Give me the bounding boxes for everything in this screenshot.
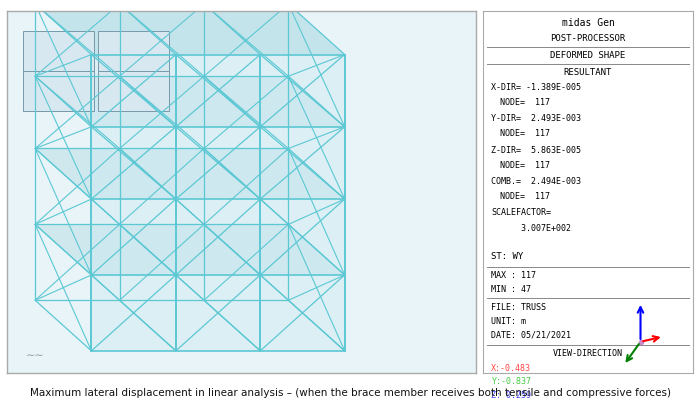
Text: ∼∼: ∼∼ — [26, 350, 45, 360]
Polygon shape — [260, 128, 344, 200]
FancyBboxPatch shape — [23, 72, 94, 111]
FancyBboxPatch shape — [99, 72, 169, 111]
Text: MIN : 47: MIN : 47 — [491, 284, 531, 293]
Polygon shape — [35, 5, 344, 55]
Text: X-DIR= -1.389E-005: X-DIR= -1.389E-005 — [491, 83, 582, 92]
Text: SCALEFACTOR=: SCALEFACTOR= — [491, 208, 552, 217]
Text: NODE=  117: NODE= 117 — [500, 160, 550, 169]
Text: DATE: 05/21/2021: DATE: 05/21/2021 — [491, 330, 571, 339]
Polygon shape — [120, 5, 260, 55]
Polygon shape — [92, 275, 176, 351]
Polygon shape — [176, 55, 260, 128]
Text: Z-DIR=  5.863E-005: Z-DIR= 5.863E-005 — [491, 145, 582, 154]
Polygon shape — [176, 275, 260, 351]
Polygon shape — [35, 149, 344, 200]
Text: UNIT: m: UNIT: m — [491, 316, 526, 325]
Text: MAX : 117: MAX : 117 — [491, 271, 536, 279]
Text: COMB.=  2.494E-003: COMB.= 2.494E-003 — [491, 177, 582, 185]
Text: NODE=  117: NODE= 117 — [500, 129, 550, 138]
Text: RESULTANT: RESULTANT — [564, 68, 612, 77]
Text: ST: WY: ST: WY — [491, 252, 524, 261]
FancyBboxPatch shape — [23, 32, 94, 72]
Polygon shape — [35, 77, 344, 128]
Polygon shape — [35, 225, 344, 275]
Polygon shape — [204, 5, 344, 55]
Polygon shape — [260, 55, 344, 128]
Text: 3.007E+002: 3.007E+002 — [491, 223, 571, 232]
Polygon shape — [176, 128, 260, 200]
Text: FILE: TRUSS: FILE: TRUSS — [491, 302, 547, 311]
Polygon shape — [92, 200, 176, 275]
Polygon shape — [92, 128, 176, 200]
Text: midas Gen: midas Gen — [561, 17, 615, 28]
Polygon shape — [260, 275, 344, 351]
Polygon shape — [35, 5, 176, 55]
Text: NODE=  117: NODE= 117 — [500, 98, 550, 107]
Text: Y-DIR=  2.493E-003: Y-DIR= 2.493E-003 — [491, 114, 582, 123]
Text: DEFORMED SHAPE: DEFORMED SHAPE — [550, 51, 626, 60]
Polygon shape — [260, 200, 344, 275]
Text: X:-0.483: X:-0.483 — [491, 363, 531, 372]
Polygon shape — [92, 55, 176, 128]
Text: Maximum lateral displacement in linear analysis – (when the brace member receive: Maximum lateral displacement in linear a… — [29, 387, 671, 397]
Text: NODE=  117: NODE= 117 — [500, 192, 550, 200]
Polygon shape — [176, 200, 260, 275]
Text: Y:-0.837: Y:-0.837 — [491, 377, 531, 386]
Text: POST-PROCESSOR: POST-PROCESSOR — [550, 34, 626, 43]
Text: Z: 0.259: Z: 0.259 — [491, 390, 531, 399]
FancyBboxPatch shape — [99, 32, 169, 72]
Text: VIEW-DIRECTION: VIEW-DIRECTION — [553, 348, 623, 358]
